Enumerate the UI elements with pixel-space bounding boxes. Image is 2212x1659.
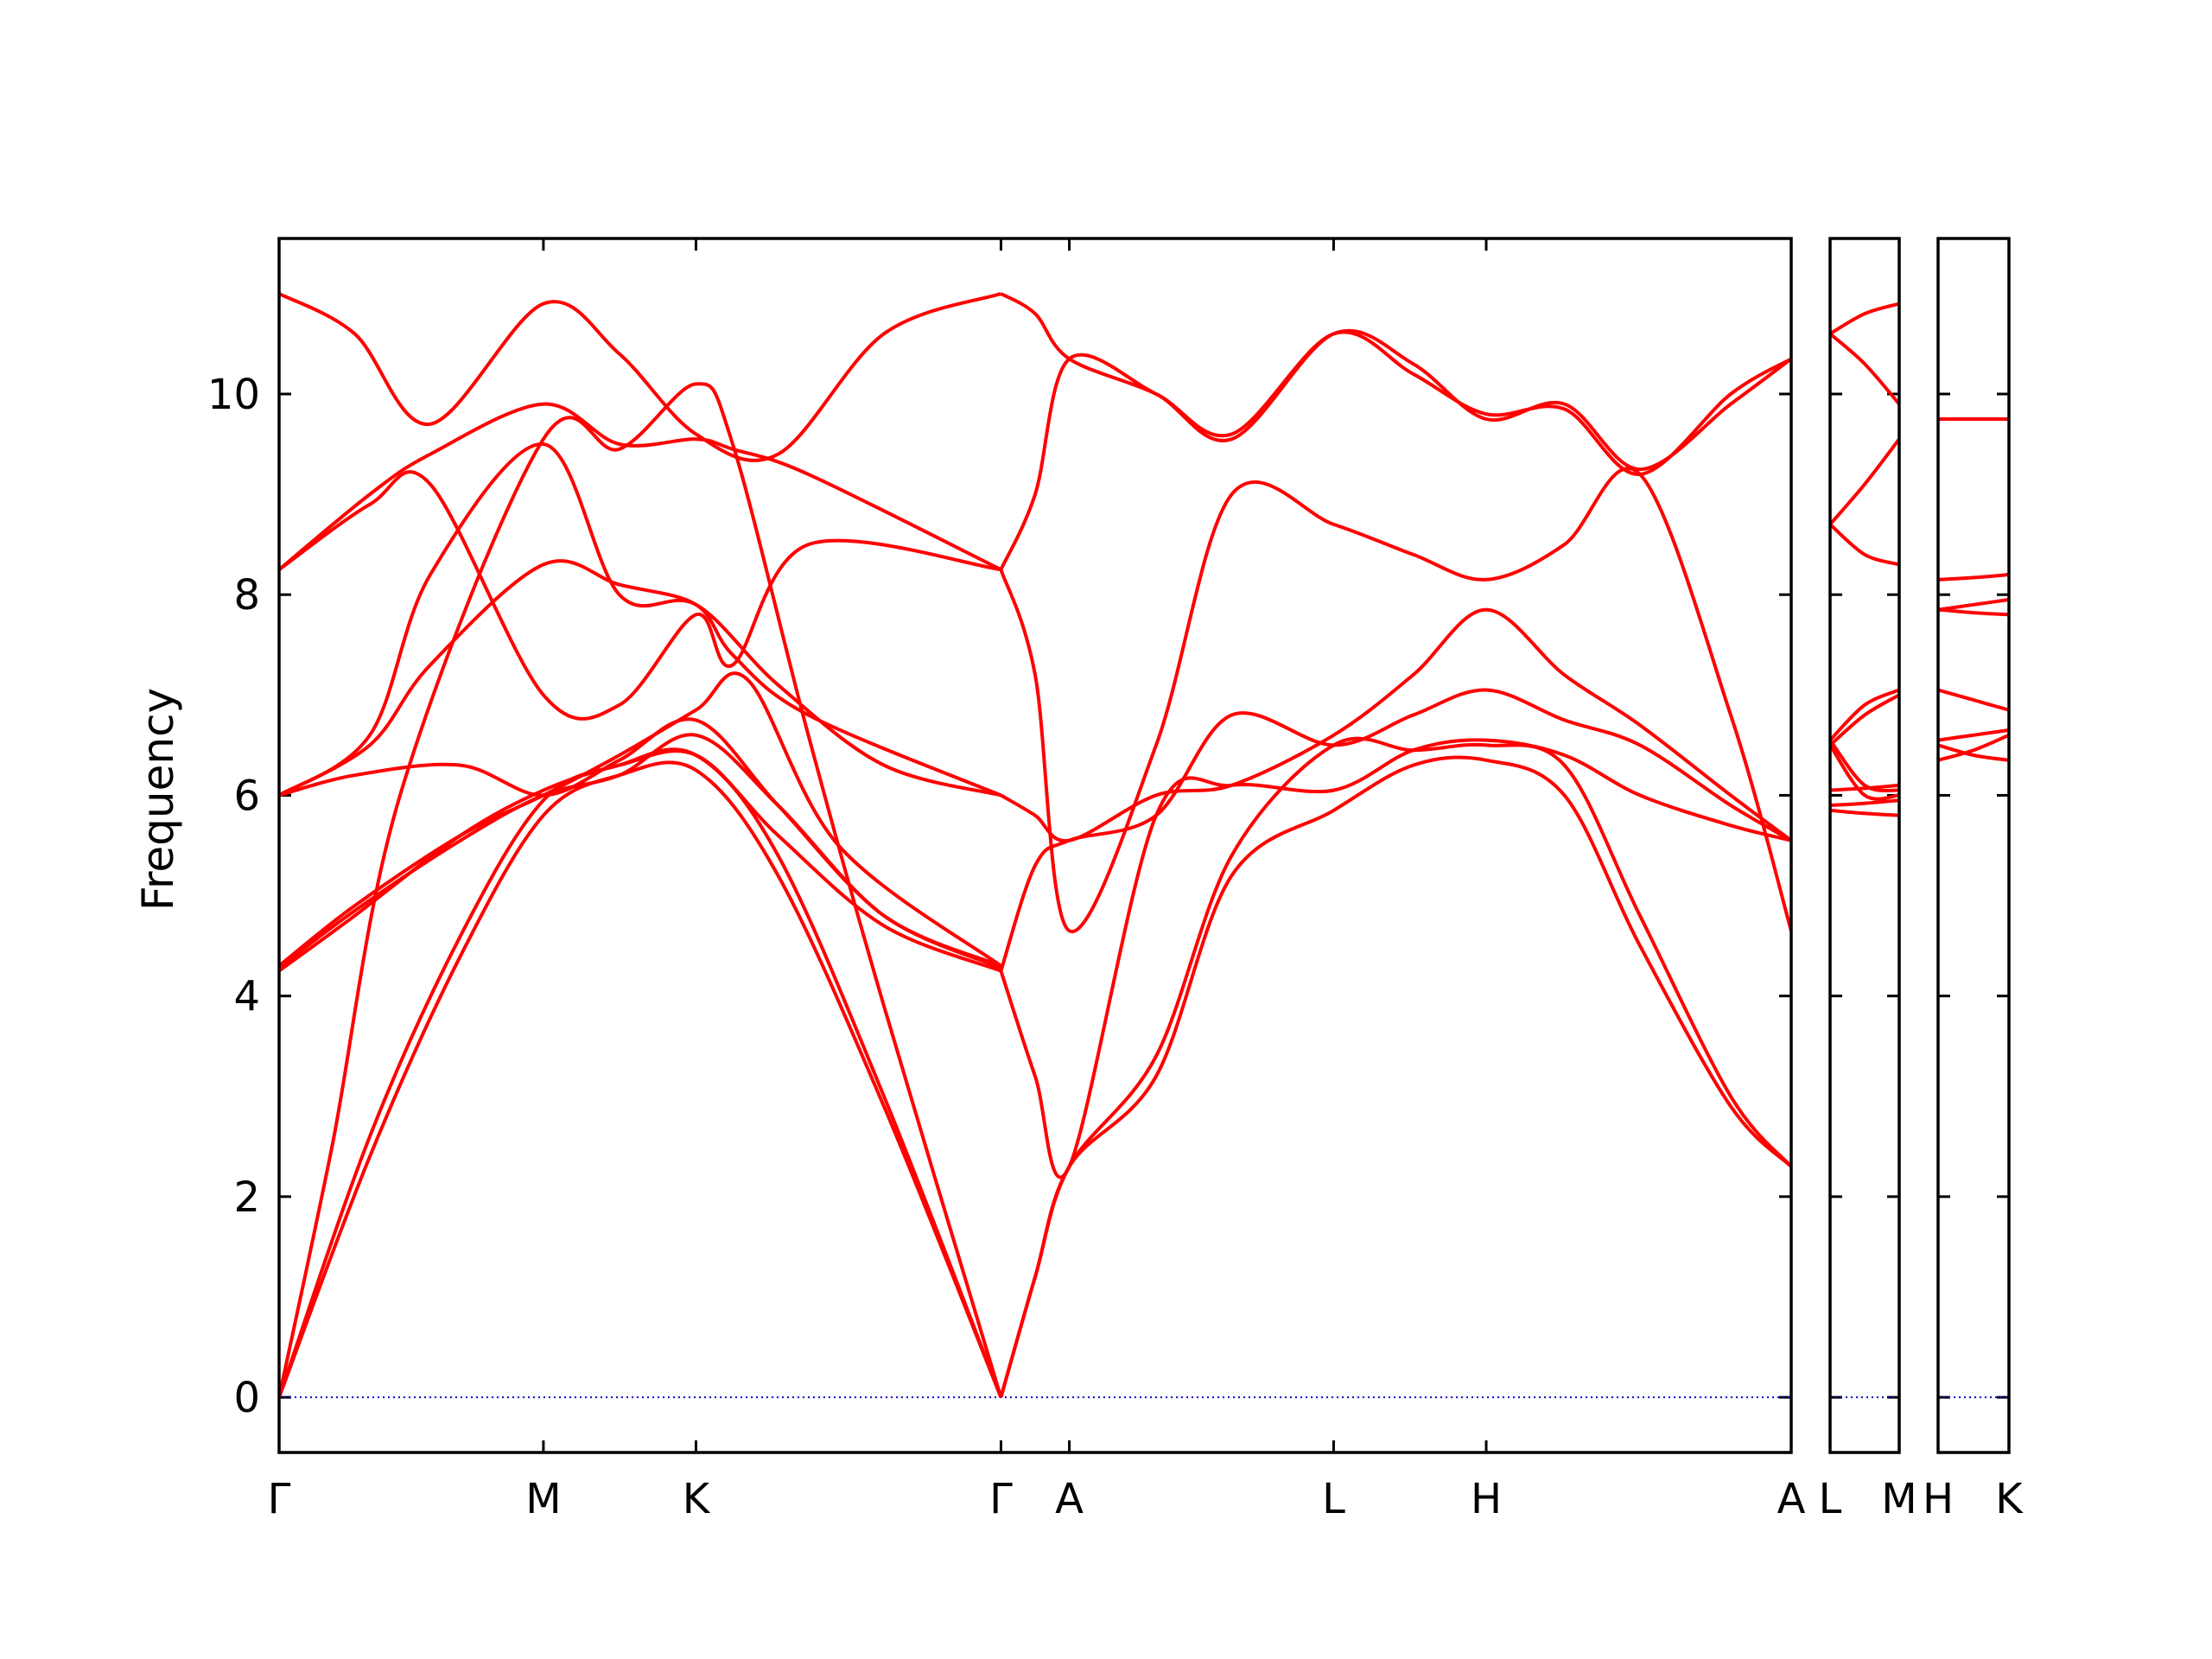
band-line-5	[1938, 598, 2009, 612]
band-line-18	[1000, 292, 1791, 472]
x-tick-label: L	[1819, 1475, 1842, 1523]
band-line-1	[1830, 798, 1899, 808]
x-tick-label: Γ	[268, 1475, 291, 1523]
band-line-3	[279, 749, 1002, 973]
x-tick-label: H	[1923, 1475, 1954, 1523]
band-line-1	[1938, 743, 2009, 762]
band-line-16	[1000, 607, 1791, 842]
band-line-2	[1830, 783, 1899, 792]
band-line-10	[1830, 302, 1899, 336]
band-line-5	[1830, 693, 1899, 747]
band-line-19	[999, 330, 1791, 571]
panel-frame	[1936, 237, 2011, 1454]
x-tick-label: K	[683, 1475, 711, 1523]
panel-frame	[277, 237, 1793, 1454]
x-tick-label: K	[1995, 1475, 2024, 1523]
y-tick-label: 2	[233, 1173, 260, 1222]
y-tick-label: 6	[233, 772, 260, 820]
band-line-8	[1830, 437, 1899, 526]
band-series-group	[1938, 417, 2009, 762]
band-line-6	[279, 717, 1002, 968]
x-tick-label: L	[1322, 1475, 1345, 1523]
band-line-0	[1830, 808, 1899, 817]
y-tick-label: 0	[233, 1374, 260, 1422]
panel-frame	[1828, 237, 1901, 1454]
band-line-9	[1830, 332, 1899, 405]
x-tick-label: A	[1777, 1475, 1806, 1523]
x-tick-label: M	[1881, 1475, 1916, 1523]
y-tick-label: 4	[233, 973, 260, 1021]
band-line-17	[999, 467, 1791, 933]
band-line-7	[1830, 523, 1899, 567]
x-tick-label: H	[1471, 1475, 1502, 1523]
band-line-0	[1938, 733, 2009, 762]
band-series-group	[279, 292, 1791, 1398]
y-tick-label: 10	[207, 371, 260, 419]
band-line-6	[1830, 688, 1899, 742]
band-line-10	[279, 402, 1002, 571]
band-line-4	[1938, 607, 2009, 617]
band-line-7	[279, 442, 1001, 798]
band-line-6	[1938, 573, 2009, 582]
band-series-group	[1830, 302, 1899, 817]
x-tick-label: A	[1055, 1475, 1084, 1523]
x-tick-label: Γ	[989, 1475, 1013, 1523]
band-line-3	[1938, 688, 2009, 712]
band-line-2	[279, 382, 1003, 1398]
band-line-11	[279, 292, 1002, 462]
band-line-8	[279, 559, 1002, 798]
y-axis-label: Frequency	[133, 688, 183, 911]
band-line-4	[1830, 739, 1899, 792]
band-line-3	[1830, 744, 1899, 801]
x-tick-label: M	[525, 1475, 561, 1523]
band-line-9	[279, 470, 1001, 721]
band-line-14	[999, 738, 1791, 1179]
band-line-2	[1938, 728, 2009, 742]
y-tick-label: 8	[233, 571, 260, 620]
